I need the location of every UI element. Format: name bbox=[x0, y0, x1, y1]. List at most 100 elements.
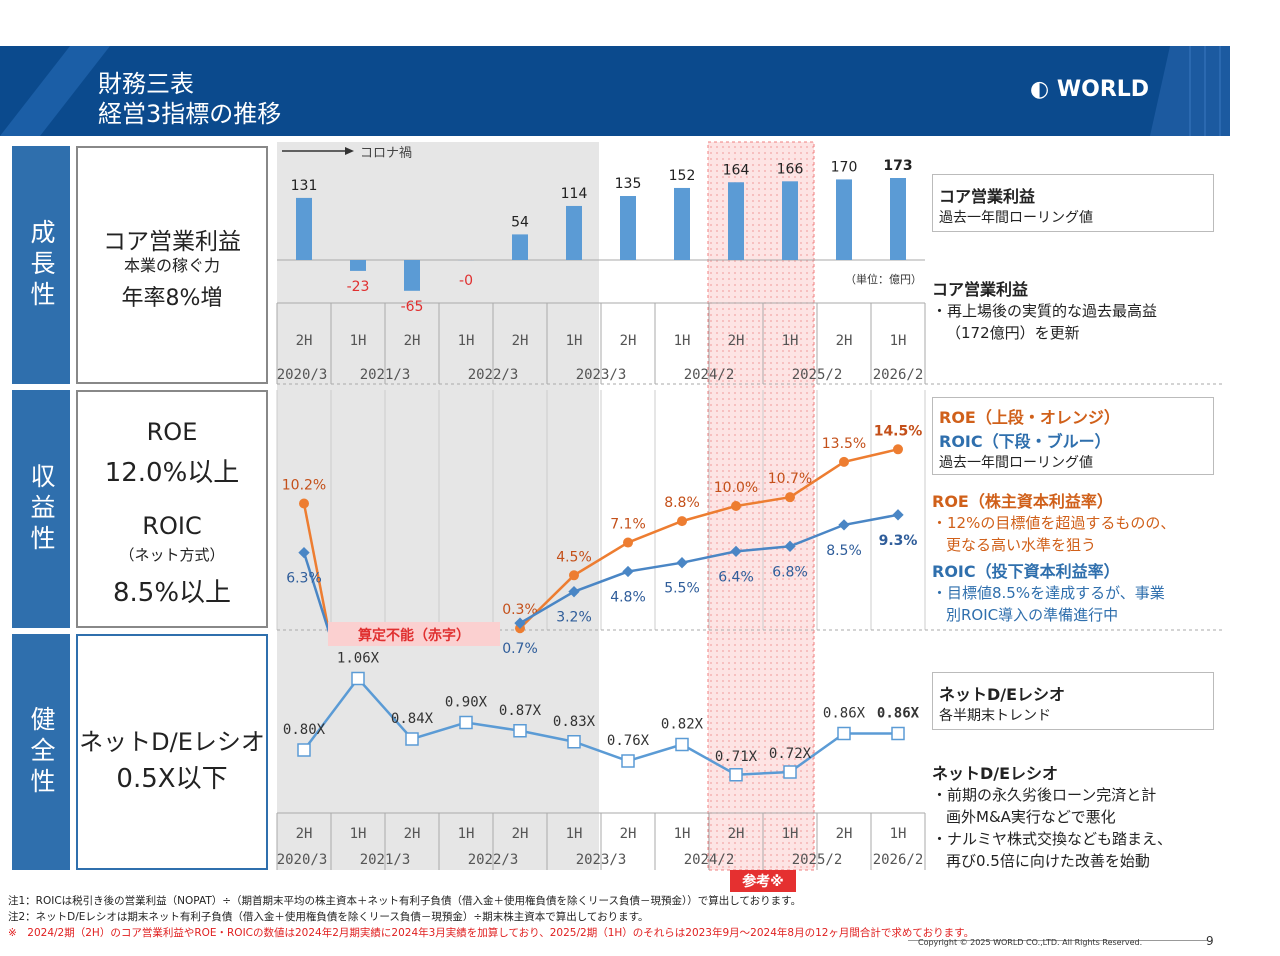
de-point bbox=[297, 743, 311, 757]
de-point bbox=[351, 671, 365, 686]
roic-label: 0.7% bbox=[502, 641, 538, 657]
de-point bbox=[675, 737, 689, 752]
axis-half-label: 1H bbox=[890, 826, 907, 842]
roic-line bbox=[519, 513, 899, 625]
desc-roe-line: ・12%の目標値を超過するものの、 bbox=[932, 514, 1176, 532]
desc-core-title: コア営業利益 bbox=[932, 280, 1029, 299]
roic-label: 9.3% bbox=[879, 533, 918, 549]
reference-period-highlight bbox=[707, 141, 815, 871]
roic-label: 6.8% bbox=[772, 564, 808, 580]
axis-half-label: 2H bbox=[404, 333, 421, 349]
axis-half-label: 1H bbox=[890, 333, 907, 349]
legend-core-title: コア営業利益 bbox=[939, 187, 1036, 206]
core-profit-bar bbox=[350, 260, 366, 271]
desc-roe-title: ROE（株主資本利益率） bbox=[932, 492, 1113, 511]
de-point bbox=[513, 724, 527, 738]
category-soundness: 健全性 bbox=[12, 634, 70, 870]
note-3: ※ 2024/2期（2H）のコア営業利益やROE・ROICの数値は2024年2月… bbox=[8, 927, 975, 939]
axis-half-label: 2H bbox=[836, 826, 853, 842]
de-label: 0.83X bbox=[553, 714, 596, 730]
axis-half-label: 1H bbox=[566, 333, 583, 349]
roe-point bbox=[839, 456, 849, 467]
axis-year-label: 2024/2 bbox=[684, 852, 735, 868]
desc-core: コア営業利益 ・再上場後の実質的な過去最高益 （172億円）を更新 bbox=[932, 276, 1222, 344]
core-profit-label: 54 bbox=[511, 214, 529, 230]
de-label: 0.84X bbox=[391, 711, 434, 727]
roic-point bbox=[298, 546, 310, 559]
desc-de-line: ・ナルミヤ株式交換なども踏まえ、 bbox=[932, 830, 1173, 848]
desc-de-line: 再び0.5倍に向けた改善を始動 bbox=[946, 852, 1150, 870]
corona-label: コロナ禍 bbox=[360, 145, 412, 161]
roe-label: 8.8% bbox=[664, 495, 700, 511]
axis-half-label: 2H bbox=[512, 826, 529, 842]
axis-half-label: 2H bbox=[728, 826, 745, 842]
core-profit-label: 131 bbox=[291, 178, 318, 194]
core-profit-bar bbox=[890, 178, 906, 260]
roe-label: 4.5% bbox=[556, 549, 592, 565]
roe-label: 7.1% bbox=[610, 517, 646, 533]
roe-point bbox=[893, 444, 903, 455]
core-profit-bar bbox=[836, 179, 852, 260]
kpi-de-box: ネットD/Eレシオ 0.5X以下 bbox=[76, 634, 268, 870]
de-label: 0.87X bbox=[499, 703, 542, 719]
core-profit-label: 164 bbox=[723, 162, 750, 178]
note-2: 注2：ネットD/Eレシオは期末ネット有利子負債（借入金＋使用権負債を除くリース負… bbox=[8, 911, 649, 923]
roic-point bbox=[892, 509, 904, 521]
de-label: 0.86X bbox=[823, 706, 866, 722]
axis-half-label: 1H bbox=[782, 333, 799, 349]
category-profitability: 収益性 bbox=[12, 390, 70, 628]
axis-half-label: 2H bbox=[296, 826, 313, 842]
category-growth: 成長性 bbox=[12, 146, 70, 384]
core-profit-label: -65 bbox=[401, 299, 424, 315]
core-profit-label: 135 bbox=[615, 176, 642, 192]
axis-year-label: 2025/2 bbox=[792, 367, 843, 383]
roic-label: 5.5% bbox=[664, 581, 700, 597]
core-profit-label: -0 bbox=[459, 273, 473, 289]
axis-year-label: 2026/2 bbox=[873, 367, 924, 383]
axis-half-label: 2H bbox=[296, 333, 313, 349]
axis-half-label: 2H bbox=[728, 333, 745, 349]
not-calc-badge-bg bbox=[328, 622, 500, 646]
core-profit-label: 170 bbox=[831, 159, 858, 175]
page-subtitle: 経営3指標の推移 bbox=[98, 100, 282, 128]
de-point bbox=[567, 735, 581, 749]
roic-point bbox=[784, 540, 796, 552]
roe-point bbox=[731, 501, 741, 511]
roic-drop-line bbox=[302, 552, 331, 633]
roic-label: 6.3% bbox=[286, 571, 322, 587]
legend-core-sub: 過去一年間ローリング値 bbox=[939, 210, 1093, 226]
core-profit-bar bbox=[782, 181, 798, 260]
core-profit-label: 173 bbox=[883, 158, 912, 174]
kpi-de-title: ネットD/Eレシオ bbox=[79, 728, 265, 756]
de-line bbox=[303, 676, 898, 777]
axis-half-label: 1H bbox=[350, 333, 367, 349]
reference-badge: 参考※ bbox=[742, 873, 784, 890]
roic-point bbox=[514, 617, 526, 629]
de-label: 0.72X bbox=[769, 746, 812, 762]
axis-year-label: 2020/3 bbox=[277, 367, 328, 383]
roic-point bbox=[622, 565, 634, 578]
legend-roe-roic-box: ROE（上段・オレンジ） ROIC（下段・ブルー） 過去一年間ローリング値 bbox=[932, 397, 1214, 475]
de-point bbox=[621, 754, 635, 768]
kpi-roe-roic-box: ROE 12.0%以上 ROIC （ネット方式） 8.5%以上 bbox=[76, 390, 268, 628]
kpi-core-target: 年率8%増 bbox=[121, 286, 223, 311]
roic-point bbox=[838, 519, 850, 531]
axis-half-label: 1H bbox=[566, 826, 583, 842]
de-label: 0.90X bbox=[445, 695, 488, 711]
axis-half-label: 1H bbox=[458, 333, 475, 349]
legend-de-title: ネットD/Eレシオ bbox=[939, 685, 1066, 704]
logo-mark-icon: ◐ bbox=[1030, 77, 1057, 102]
legend-de-sub: 各半期末トレンド bbox=[939, 708, 1051, 724]
de-point bbox=[459, 715, 473, 730]
roic-label: 3.2% bbox=[556, 610, 592, 626]
roic-point bbox=[730, 545, 742, 558]
roe-point bbox=[623, 537, 633, 548]
core-profit-label: 152 bbox=[669, 168, 696, 184]
legend-core-box: コア営業利益 過去一年間ローリング値 bbox=[932, 174, 1214, 232]
kpi-core-sub: 本業の稼ぐ力 bbox=[123, 256, 220, 275]
legend-roeroic-sub: 過去一年間ローリング値 bbox=[939, 455, 1093, 471]
axis-half-label: 2H bbox=[404, 826, 421, 842]
reference-badge-bg bbox=[730, 870, 796, 892]
core-profit-bar bbox=[566, 205, 582, 260]
world-logo: ◐ WORLD bbox=[1030, 77, 1149, 102]
